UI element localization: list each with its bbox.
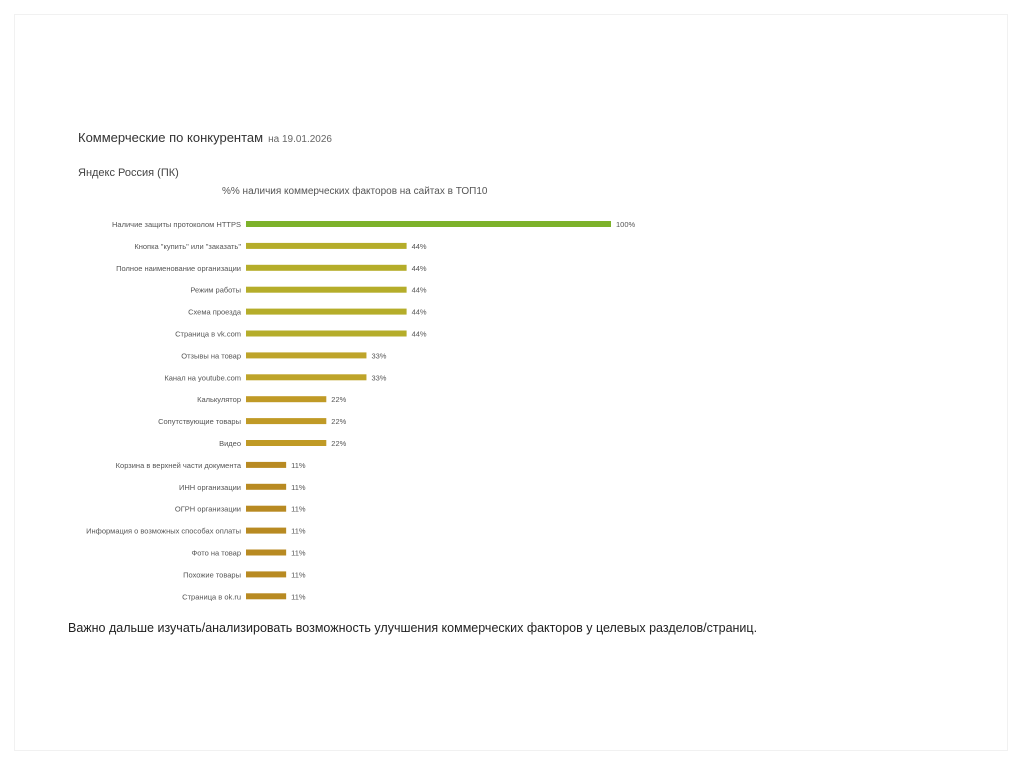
report-title-text: Коммерческие по конкурентам <box>78 130 264 145</box>
report-title: Коммерческие по конкурентам на 19.01.2026 <box>78 130 332 145</box>
slide-frame <box>14 14 1008 751</box>
report-date: на 19.01.2026 <box>268 134 332 145</box>
search-engine-label: Яндекс Россия (ПК) <box>78 167 179 179</box>
footer-note: Важно дальше изучать/анализировать возмо… <box>68 621 758 635</box>
chart-title: %% наличия коммерческих факторов на сайт… <box>222 186 488 197</box>
